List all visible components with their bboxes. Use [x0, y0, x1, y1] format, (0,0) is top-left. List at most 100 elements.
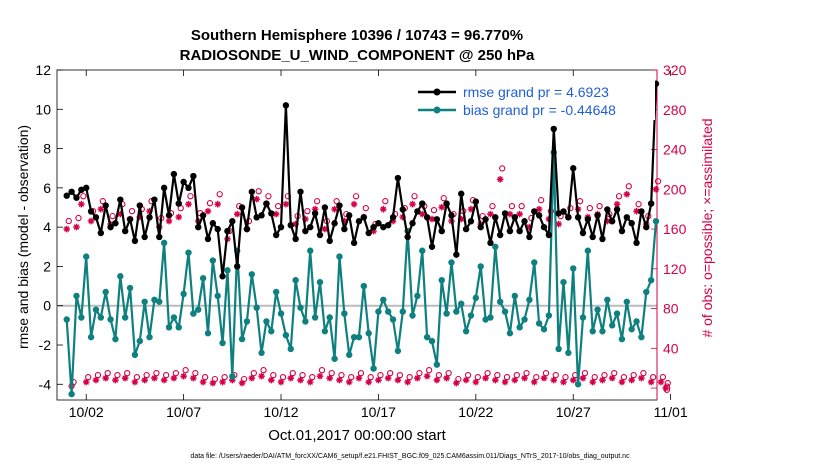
- bias-point: [175, 324, 182, 331]
- bias-point: [156, 298, 163, 305]
- y-tick-label: 0: [43, 298, 51, 314]
- bias-point: [78, 314, 85, 321]
- rmse-point: [438, 227, 445, 235]
- bias-point: [146, 333, 153, 341]
- possible-obs-marker: [65, 217, 72, 225]
- bias-point: [277, 310, 285, 317]
- assimilated-obs-marker: [341, 217, 348, 225]
- bias-line: [65, 151, 658, 396]
- rmse-point: [477, 223, 484, 231]
- legend-box: [415, 80, 655, 120]
- rmse-point: [535, 212, 543, 219]
- bias-point: [121, 314, 129, 321]
- rmse-point: [589, 233, 596, 241]
- rmse-point: [458, 190, 465, 197]
- assimilated-obs-marker: [511, 376, 519, 384]
- assimilated-obs-marker: [209, 379, 217, 387]
- assimilated-obs-marker: [92, 376, 100, 384]
- assimilated-obs-marker: [238, 379, 246, 387]
- assimilated-obs-marker: [180, 372, 187, 380]
- assimilated-obs-marker: [409, 200, 416, 208]
- rmse-point: [219, 273, 226, 280]
- bias-point: [511, 292, 518, 300]
- possible-obs-marker: [518, 203, 525, 210]
- assimilated-obs-marker: [175, 213, 183, 221]
- bias-point: [326, 314, 333, 321]
- possible-obs-marker: [615, 193, 623, 200]
- rmse-point: [365, 229, 372, 237]
- rmse-point: [190, 172, 197, 180]
- possible-obs-marker: [352, 193, 360, 200]
- rmse-point: [604, 206, 611, 213]
- rmse-point: [121, 227, 129, 235]
- rmse-point: [287, 221, 294, 229]
- assimilated-obs-marker: [487, 210, 494, 218]
- assimilated-obs-marker: [613, 200, 621, 208]
- bias-point: [263, 318, 270, 325]
- possible-obs-marker: [430, 206, 438, 214]
- rmse-point: [428, 243, 436, 250]
- bias-point: [428, 337, 436, 345]
- assimilated-obs-marker: [404, 378, 411, 386]
- bias-point: [652, 218, 660, 225]
- assimilated-obs-marker: [399, 213, 407, 221]
- possible-obs-marker: [216, 191, 223, 198]
- bias-point: [136, 337, 143, 345]
- y-tick-label: 2: [43, 258, 51, 274]
- bias-point: [238, 335, 246, 343]
- bias-point: [555, 345, 562, 353]
- rmse-point: [526, 233, 533, 241]
- rmse-point: [487, 239, 494, 247]
- rmse-point: [409, 220, 416, 227]
- rmse-point: [628, 220, 635, 227]
- rmse-point: [233, 263, 241, 270]
- rmse-point: [531, 208, 538, 215]
- possible-obs-marker: [635, 201, 642, 208]
- rmse-point: [555, 210, 562, 217]
- bias-point: [112, 335, 119, 343]
- bias-point: [594, 306, 601, 313]
- rmse-point: [160, 184, 168, 192]
- bias-point: [321, 328, 329, 335]
- assimilated-obs-marker: [589, 378, 597, 386]
- assimilated-obs-marker: [535, 205, 543, 213]
- bias-point: [438, 276, 445, 284]
- possible-obs-marker: [260, 367, 267, 374]
- possible-obs-marker: [75, 214, 82, 222]
- assimilated-obs-marker: [462, 376, 470, 384]
- bias-point: [272, 288, 280, 296]
- bias-point: [506, 330, 514, 337]
- assimilated-obs-marker: [623, 190, 631, 198]
- assimilated-obs-marker: [190, 374, 197, 382]
- y-tick-label: -4: [39, 376, 52, 392]
- rmse-point: [136, 202, 143, 209]
- possible-obs-marker: [128, 207, 136, 215]
- assimilated-obs-marker: [579, 374, 587, 382]
- bias-point: [253, 304, 260, 311]
- rmse-point: [341, 225, 348, 233]
- y-tick-label: 12: [35, 62, 51, 78]
- assimilated-obs-marker: [496, 176, 504, 183]
- rmse-point: [360, 214, 368, 221]
- assimilated-obs-marker: [492, 376, 499, 384]
- rmse-point: [565, 214, 572, 221]
- y-right-tick-label: 320: [663, 62, 687, 78]
- assimilated-obs-marker: [302, 215, 309, 223]
- rmse-point: [453, 251, 460, 258]
- bias-point: [628, 326, 635, 333]
- rmse-point: [501, 210, 509, 217]
- assimilated-obs-marker: [326, 374, 334, 382]
- x-tick-label: 10/22: [458, 404, 493, 420]
- rmse-point: [511, 214, 518, 221]
- assimilated-obs-marker: [248, 374, 256, 382]
- rmse-point: [83, 184, 90, 192]
- rmse-series: [63, 80, 660, 280]
- rmse-point: [248, 188, 256, 195]
- rmse-point: [68, 188, 75, 195]
- bias-point: [209, 257, 217, 264]
- bias-point: [204, 330, 212, 337]
- assimilated-obs-marker: [306, 378, 314, 386]
- assimilated-obs-marker: [599, 376, 606, 384]
- chart-title-line-1: Southern Hemisphere 10396 / 10743 = 96.7…: [191, 27, 523, 44]
